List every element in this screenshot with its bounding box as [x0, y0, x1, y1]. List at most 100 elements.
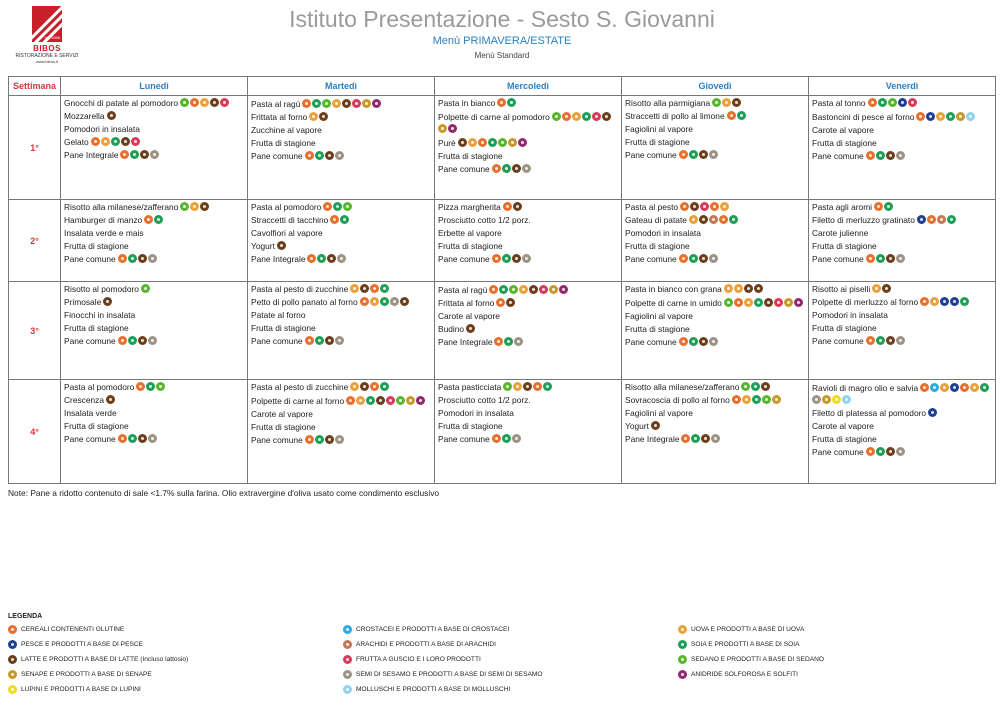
sesamo-allergen-icon	[147, 336, 157, 346]
soia-allergen-icon	[688, 337, 698, 347]
sedano-allergen-icon	[156, 382, 166, 392]
soia-allergen-icon	[946, 112, 956, 122]
dish-item: Frutta di stagione	[812, 138, 992, 149]
sesamo-allergen-icon	[147, 434, 157, 444]
sesamo-allergen-icon	[711, 434, 721, 444]
glutine-allergen-icon	[90, 137, 100, 147]
dish-item: Filetto di platessa al pomodoro	[812, 408, 992, 419]
legend-item-pesce: PESCE E PRODOTTI A BASE DI PESCE	[8, 637, 343, 652]
soia-allergen-icon	[501, 434, 511, 444]
glutine-allergen-icon	[117, 434, 127, 444]
pesce-allergen-icon	[926, 112, 936, 122]
latte-allergen-icon	[360, 284, 370, 294]
dish-name: Frutta di stagione	[64, 323, 129, 333]
soia-allergen-icon	[728, 215, 738, 225]
dish-name: Straccetti di pollo al limone	[625, 111, 725, 121]
bibos-logo-mark: dal 1986	[32, 6, 62, 42]
senape-allergen-icon	[549, 285, 559, 295]
dish-item: Pane Integrale	[251, 254, 431, 265]
latte-allergen-icon	[106, 395, 116, 405]
menu-type: Menù Standard	[474, 51, 530, 60]
glutine-allergen-icon	[190, 98, 200, 108]
pesce-allergen-icon	[928, 408, 938, 418]
glutine-allergen-icon	[497, 98, 507, 108]
sedano-allergen-icon	[887, 98, 897, 108]
footnote: Note: Pane a ridotto contenuto di sale <…	[8, 488, 440, 498]
day-header-monday: Lunedì	[60, 76, 248, 96]
latte-allergen-icon	[103, 297, 113, 307]
dish-item: Fagiolini al vapore	[625, 124, 805, 135]
glutine-allergen-icon	[8, 625, 17, 634]
dish-name: Purè	[438, 138, 456, 148]
dish-item: Straccetti di tacchino	[251, 215, 431, 226]
week-label: 4°	[8, 379, 61, 484]
soia-allergen-icon	[312, 99, 322, 109]
soia-allergen-icon	[146, 382, 156, 392]
glutine-allergen-icon	[144, 215, 154, 225]
glutine-allergen-icon	[304, 435, 314, 445]
sesamo-allergen-icon	[812, 395, 821, 405]
senape-allergen-icon	[362, 99, 372, 109]
pesce-allergen-icon	[950, 297, 960, 307]
frutta-allergen-icon	[700, 202, 710, 212]
sesamo-allergen-icon	[895, 254, 905, 264]
glutine-allergen-icon	[502, 202, 512, 212]
dish-name: Bastoncini di pesce al forno	[812, 112, 915, 122]
dish-name: Insalata verde e mais	[64, 228, 144, 238]
latte-allergen-icon	[324, 336, 334, 346]
dish-name: Pane Integrale	[625, 434, 680, 444]
legend-label: SEMI DI SESAMO E PRODOTTI A BASE DI SEMI…	[356, 671, 543, 678]
dish-name: Pane Integrale	[438, 337, 493, 347]
day-cell-thursday: Pasta in bianco con grana Polpette di car…	[621, 281, 809, 380]
dish-name: Yogurt	[625, 421, 649, 431]
dish-item: Pasta al ragù	[251, 98, 431, 110]
solfiti-allergen-icon	[793, 298, 803, 308]
dish-name: Pasta al tonno	[812, 98, 866, 108]
latte-allergen-icon	[732, 98, 742, 108]
dish-item: Pane comune	[438, 434, 618, 445]
legend-label: PESCE E PRODOTTI A BASE DI PESCE	[21, 641, 144, 648]
glutine-allergen-icon	[916, 112, 926, 122]
soia-allergen-icon	[543, 382, 553, 392]
glutine-allergen-icon	[120, 150, 130, 160]
dish-item: Frutta di stagione	[812, 241, 992, 252]
glutine-allergen-icon	[307, 254, 317, 264]
soia-allergen-icon	[314, 435, 324, 445]
uova-allergen-icon	[872, 284, 882, 294]
sedano-allergen-icon	[741, 382, 751, 392]
glutine-allergen-icon	[867, 98, 877, 108]
soia-allergen-icon	[317, 254, 327, 264]
dish-name: Pasta agli aromi	[812, 202, 873, 212]
glutine-allergen-icon	[718, 215, 728, 225]
day-cell-tuesday: Pasta al pesto di zucchine Petto di pollo…	[247, 281, 435, 380]
dish-name: Pasta pasticciata	[438, 382, 502, 392]
legend-label: SEDANO E PRODOTTI A BASE DI SEDANO	[691, 656, 825, 663]
glutine-allergen-icon	[920, 297, 930, 307]
glutine-allergen-icon	[561, 112, 571, 122]
dish-name: Pane comune	[625, 337, 677, 347]
dish-item: Yogurt	[251, 241, 431, 252]
day-cell-monday: Risotto alla milanese/zafferano Hamburger…	[60, 199, 248, 282]
crostacei-allergen-icon	[930, 383, 940, 393]
solfiti-allergen-icon	[517, 138, 527, 148]
dish-item: Frutta di stagione	[438, 241, 618, 252]
dish-item: Pane comune	[251, 151, 431, 162]
legend-label: LATTE E PRODOTTI A BASE DI LATTE (Inclus…	[21, 656, 189, 663]
frutta-allergen-icon	[130, 137, 140, 147]
latte-allergen-icon	[511, 164, 521, 174]
soia-allergen-icon	[501, 164, 511, 174]
legend-item-sedano: SEDANO E PRODOTTI A BASE DI SEDANO	[678, 652, 998, 667]
lupini-allergen-icon	[832, 395, 841, 405]
uova-allergen-icon	[190, 202, 200, 212]
dish-name: Pasta al pesto di zucchine	[251, 284, 349, 294]
day-header-wednesday: Mercoledì	[434, 76, 622, 96]
dish-item: Insalata verde e mais	[64, 228, 244, 239]
dish-item: Frittata al forno	[251, 112, 431, 123]
uova-allergen-icon	[513, 382, 523, 392]
dish-name: Risotto alla milanese/zafferano	[64, 202, 179, 212]
week-column-header: Settimana	[8, 76, 61, 96]
legend-item-sesamo: SEMI DI SESAMO E PRODOTTI A BASE DI SEMI…	[343, 667, 678, 682]
dish-name: Polpette di merluzzo al forno	[812, 297, 919, 307]
dish-name: Pomodori in insalata	[625, 228, 701, 238]
menu-table: Settimana Lunedì Martedì Mercoledì Giove…	[8, 76, 996, 484]
